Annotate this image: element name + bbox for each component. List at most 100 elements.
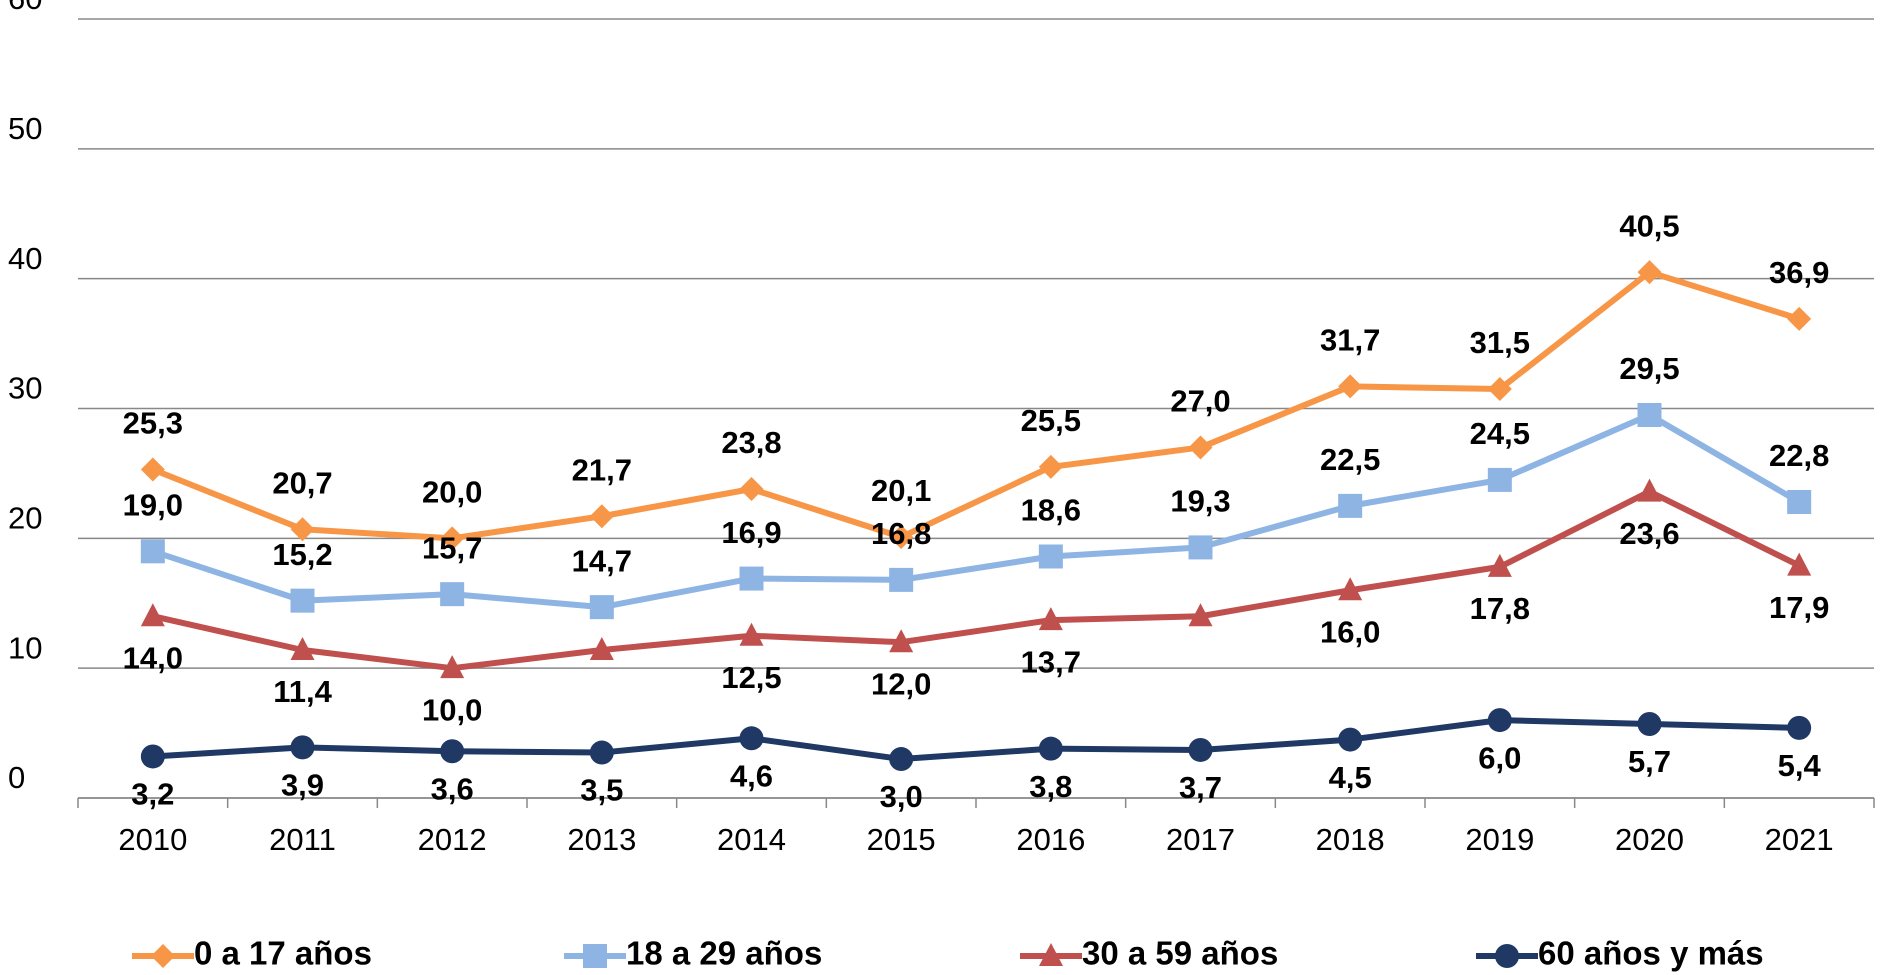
point [290,636,315,660]
y-tick-label: 50 [8,111,42,146]
point [589,595,614,620]
data-label: 25,3 [123,406,183,441]
data-label: 17,8 [1470,591,1530,626]
data-label: 23,8 [721,425,781,460]
point [440,582,465,607]
data-label: 14,0 [123,640,183,675]
point [290,588,315,613]
data-label: 16,0 [1320,614,1380,649]
point [1487,553,1512,577]
point [739,622,764,646]
point [1038,607,1063,631]
data-label: 3,2 [131,777,174,812]
data-label: 24,5 [1470,416,1530,451]
point [1188,535,1213,560]
data-label: 15,7 [422,530,482,565]
data-label: 25,5 [1021,403,1081,438]
point [1188,737,1213,762]
data-label: 4,5 [1329,760,1372,795]
legend-marker [1039,943,1063,966]
point [739,566,764,591]
point [739,476,764,501]
point [1338,493,1363,518]
point [1038,454,1063,479]
legend-label: 0 a 17 años [194,935,372,972]
x-tick-label: 2014 [717,822,786,857]
y-tick-label: 0 [8,760,25,795]
data-label: 3,8 [1029,769,1072,804]
x-tick-label: 2012 [418,822,487,857]
point [1038,736,1063,761]
point [889,747,914,772]
data-label: 6,0 [1478,740,1521,775]
data-label: 17,9 [1769,590,1829,625]
data-label: 31,7 [1320,323,1380,358]
point [1787,715,1812,740]
data-label: 29,5 [1619,351,1679,386]
data-label: 20,7 [272,465,332,500]
y-tick-label: 10 [8,630,42,665]
data-label: 3,7 [1179,770,1222,805]
point [739,726,764,751]
point [140,744,165,769]
point [1787,489,1812,514]
data-label: 19,3 [1170,484,1230,519]
data-label: 21,7 [572,452,632,487]
data-label: 18,6 [1021,493,1081,528]
series-line [152,717,1800,763]
data-label: 22,8 [1769,438,1829,473]
data-label: 3,5 [580,773,623,808]
data-label: 19,0 [123,488,183,523]
data-label: 36,9 [1769,255,1829,290]
data-label: 4,6 [730,758,773,793]
point [1338,374,1363,399]
x-tick-label: 2019 [1465,822,1534,857]
legend-marker [583,944,607,968]
data-label: 16,8 [871,516,931,551]
data-label: 3,9 [281,768,324,803]
data-label: 11,4 [273,674,332,709]
data-label: 27,0 [1170,384,1230,419]
point [440,655,465,679]
y-tick-label: 30 [8,371,42,406]
point [889,629,914,653]
y-tick-label: 60 [8,0,42,16]
legend-label: 18 a 29 años [626,935,822,972]
point [1787,552,1812,576]
point [1637,402,1662,427]
point [1637,260,1662,285]
point [140,457,165,482]
point [1338,577,1363,601]
legend-label: 60 años y más [1538,935,1764,972]
data-label: 20,1 [871,473,931,508]
data-label: 22,5 [1320,442,1380,477]
x-tick-label: 2017 [1166,822,1235,857]
legend-label: 30 a 59 años [1082,935,1278,972]
data-label: 31,5 [1470,325,1530,360]
data-label: 15,2 [272,537,332,572]
series-line [152,488,1801,672]
point [290,735,315,760]
x-tick-label: 2013 [567,822,636,857]
data-label: 5,7 [1628,744,1671,779]
data-label: 10,0 [422,692,482,727]
data-label: 20,0 [422,475,482,510]
point [589,504,614,529]
point [1188,435,1213,460]
y-tick-label: 20 [8,501,42,536]
data-label: 12,5 [721,660,781,695]
x-tick-label: 2015 [867,822,936,857]
series-line [151,269,1801,542]
series-line [151,411,1801,611]
point [290,517,315,542]
point [1487,708,1512,733]
data-label: 3,0 [880,779,923,814]
point [1487,467,1512,492]
x-tick-label: 2018 [1316,822,1385,857]
x-tick-label: 2021 [1765,822,1834,857]
data-label: 14,7 [572,543,632,578]
x-tick-label: 2010 [118,822,187,857]
data-label: 13,7 [1021,644,1081,679]
